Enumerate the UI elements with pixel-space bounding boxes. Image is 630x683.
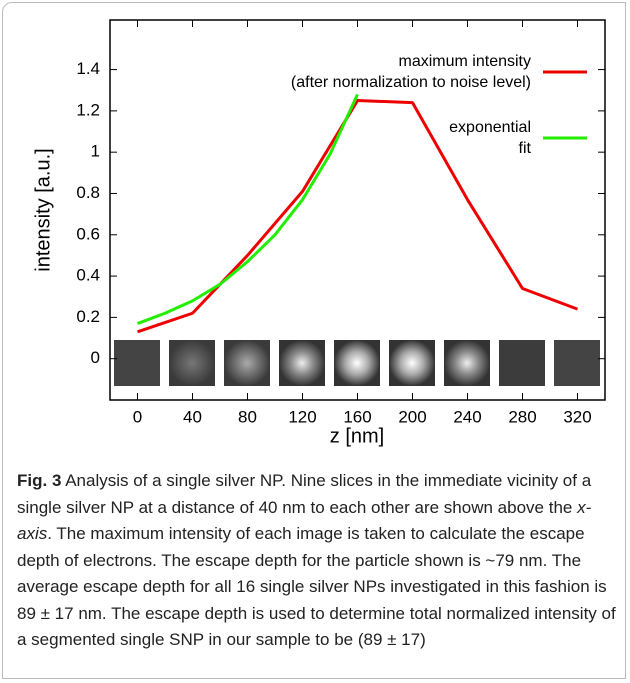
x-tick-label: 160 [343, 407, 371, 426]
legend-label: (after normalization to noise level) [291, 74, 531, 91]
x-tick-label: 240 [453, 407, 481, 426]
y-tick-label: 0 [91, 348, 100, 367]
y-tick-label: 1.2 [76, 100, 100, 119]
x-tick-label: 320 [563, 407, 591, 426]
slice [444, 340, 490, 386]
y-tick-label: 1 [91, 142, 100, 161]
y-tick-label: 0.8 [76, 183, 100, 202]
image-slices [114, 340, 600, 386]
x-tick-label: 40 [183, 407, 202, 426]
slice [554, 340, 600, 386]
y-tick-label: 0.6 [76, 224, 100, 243]
x-tick-label: 80 [238, 407, 257, 426]
x-axis-label: z [nm] [330, 425, 384, 447]
slice [224, 340, 270, 386]
y-tick-label: 1.4 [76, 59, 100, 78]
series-line [136, 93, 359, 325]
caption-text: x-axis [17, 497, 592, 544]
caption-text: . The maximum intensity of each image is… [17, 524, 616, 649]
slice [499, 340, 545, 386]
x-tick-label: 120 [288, 407, 316, 426]
x-tick-label: 280 [508, 407, 536, 426]
caption: Fig. 3 Analysis of a single silver NP. N… [17, 468, 617, 654]
slice [169, 340, 215, 386]
legend-label: fit [519, 140, 532, 157]
legend-label: maximum intensity [399, 53, 531, 70]
caption-label: Fig. 3 [17, 471, 62, 490]
legend-label: exponential [449, 119, 531, 136]
y-axis-label: intensity [a.u.] [32, 148, 54, 271]
x-tick-label: 0 [133, 407, 142, 426]
y-tick-label: 0.2 [76, 307, 100, 326]
slice [389, 340, 435, 386]
caption-text: Analysis of a single silver NP. Nine sli… [17, 471, 592, 517]
slice [334, 340, 380, 386]
series-line [137, 99, 579, 334]
x-tick-label: 200 [398, 407, 426, 426]
chart: z [nm] intensity [a.u.] 0 0.2 0.4 0.6 0.8 1 1.… [32, 19, 606, 447]
y-tick-label: 0.4 [76, 266, 100, 285]
slice [114, 340, 160, 386]
slice [279, 340, 325, 386]
